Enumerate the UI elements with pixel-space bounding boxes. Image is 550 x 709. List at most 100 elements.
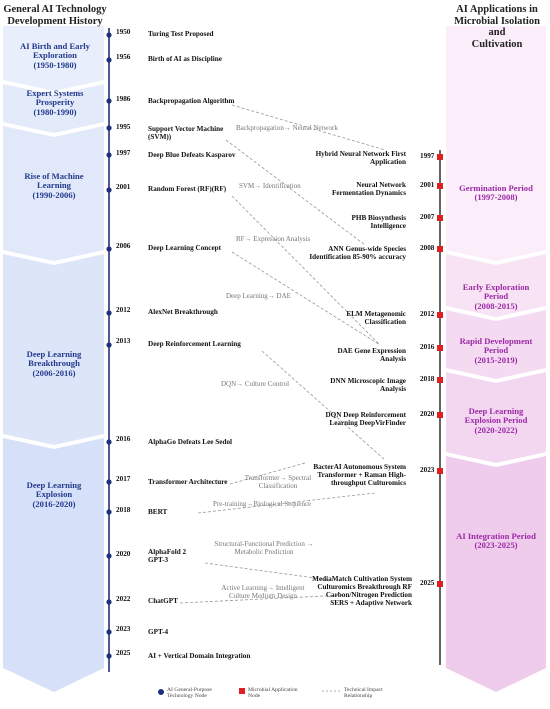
impact-line <box>231 104 386 151</box>
right-period-title: Deep Learning Explosion Period <box>464 406 528 426</box>
ai-node-year: 1956 <box>116 53 131 61</box>
micro-node-marker <box>437 183 443 189</box>
ai-node-year: 1986 <box>116 95 131 103</box>
impact-label: Active Learning→ Intelligent Culture Med… <box>221 584 305 600</box>
ai-node-marker <box>106 439 112 445</box>
left-band-2 <box>3 84 104 133</box>
impact-label: Structural-Functional Prediction → Metab… <box>214 540 314 556</box>
ai-node-label: Support Vector Machine (SVM)) <box>148 125 224 141</box>
right-band-1 <box>446 26 546 261</box>
micro-node-label: ANN Genus-wide Species Identification 85… <box>309 245 406 261</box>
ai-node-marker <box>106 599 112 605</box>
micro-node-year: 1997 <box>420 152 435 160</box>
left-period-range: (1990-2006) <box>32 189 76 200</box>
micro-node-label: PHB Biosynthesis Intelligence <box>351 214 406 230</box>
ai-node-label: BERT <box>148 508 168 516</box>
left-period-title: AI Birth and Early Exploration <box>20 41 90 61</box>
impact-lines <box>179 104 386 604</box>
ai-node-year: 2025 <box>116 649 131 657</box>
right-period-title: Germination Period <box>459 183 533 193</box>
left-header: General AI Technology Development Histor… <box>3 4 107 27</box>
left-header-line: Development History <box>7 15 103 27</box>
right-period-range: (2008-2015) <box>474 300 518 311</box>
ai-node-label: Deep Blue Defeats Kasparov <box>148 151 236 159</box>
impact-label: SVM→ Identification <box>239 182 301 190</box>
ai-node-marker <box>106 342 112 348</box>
impact-line <box>179 594 346 604</box>
ai-node-label: Transformer Architecture <box>148 478 228 486</box>
ai-node-marker <box>106 57 112 63</box>
impact-label: RF→ Expression Analysis <box>236 235 311 243</box>
ai-node-label: ChatGPT <box>148 597 178 605</box>
left-period-range: (1980-1990) <box>33 106 77 117</box>
ai-node-year: 2001 <box>116 183 131 191</box>
right-period-label: AI Integration Period (2023-2025) <box>454 531 538 551</box>
micro-node-label: Hybrid Neural Network First Application <box>315 150 406 166</box>
right-period-label: Deep Learning Explosion Period (2020-202… <box>454 406 538 435</box>
ai-node-year: 2018 <box>116 506 131 514</box>
ai-node-label: Deep Reinforcement Learning <box>148 340 241 348</box>
right-period-range: (2023-2025) <box>474 540 518 551</box>
left-period-label: Rise of Machine Learning (1990-2006) <box>14 171 94 200</box>
ai-node-label: AlphaFold 2 GPT-3 <box>148 548 187 564</box>
ai-node-label: Deep Learning Concept <box>148 244 222 252</box>
micro-node-year: 2023 <box>420 466 435 474</box>
left-period-range: (1950-1980) <box>33 59 77 70</box>
micro-node-markers <box>437 154 443 587</box>
impact-line <box>231 195 381 346</box>
left-band-4 <box>3 254 104 445</box>
ai-node-marker <box>106 629 112 635</box>
ai-node-markers <box>106 32 112 659</box>
left-period-label: Deep Learning Explosion (2016-2020) <box>14 480 94 509</box>
ai-node-marker <box>106 152 112 158</box>
micro-node-marker <box>437 246 443 252</box>
micro-node-year: 2020 <box>420 410 435 418</box>
micro-node-year: 2016 <box>420 343 435 351</box>
micro-node-label: DQN Deep Reinforcement Learning DeepVirF… <box>325 411 406 427</box>
legend-ai-label: AI General-Purpose Technology Node <box>167 687 212 700</box>
left-band-3 <box>3 126 104 261</box>
ai-node-label: Random Forest (RF)(RF) <box>148 185 227 193</box>
left-period-label: Deep Learning Breakthrough (2006-2016) <box>14 349 94 378</box>
ai-node-year: 2013 <box>116 337 131 345</box>
micro-node-year: 2018 <box>420 375 435 383</box>
impact-line <box>204 562 331 581</box>
ai-node-year: 2017 <box>116 475 131 483</box>
ai-node-year: 2023 <box>116 625 131 633</box>
right-band-4 <box>446 372 546 463</box>
micro-node-marker <box>437 345 443 351</box>
left-band-5 <box>3 438 104 692</box>
ai-node-label: AlexNet Breakthrough <box>148 308 218 316</box>
micro-node-year: 2001 <box>420 181 435 189</box>
right-band-3 <box>446 310 546 379</box>
impact-label: Deep Learning→ DAE <box>226 292 291 300</box>
right-period-label: Early Exploration Period (2008-2015) <box>450 282 542 311</box>
micro-node-marker <box>437 412 443 418</box>
impact-label: Pre-training→Biological Sequence <box>213 500 312 508</box>
micro-node-marker <box>437 377 443 383</box>
ai-node-year: 1950 <box>116 28 131 36</box>
left-period-title: Rise of Machine Learning <box>24 171 84 191</box>
ai-node-label: Turing Test Proposed <box>148 30 214 38</box>
impact-line <box>231 251 381 346</box>
ai-node-marker <box>106 32 112 38</box>
micro-node-label: DNN Microscopic Image Analysis <box>330 377 406 393</box>
ai-node-year: 2016 <box>116 435 131 443</box>
right-period-title: Early Exploration Period <box>462 282 530 302</box>
micro-node-marker <box>437 312 443 318</box>
micro-node-label: BacterAI Autonomous System Transformer +… <box>313 463 406 487</box>
ai-node-label: AI + Vertical Domain Integration <box>148 652 251 660</box>
ai-node-marker <box>106 98 112 104</box>
micro-node-label: Neural Network Fermentation Dynamics <box>331 181 406 197</box>
micro-node-marker <box>437 215 443 221</box>
micro-node-marker <box>437 154 443 160</box>
ai-node-marker <box>106 187 112 193</box>
right-period-range: (2020-2022) <box>474 424 518 435</box>
ai-node-marker <box>106 653 112 659</box>
left-period-title: Deep Learning Breakthrough <box>26 349 82 369</box>
legend-ai-marker <box>158 689 164 695</box>
impact-label: DQN→ Culture Control <box>221 380 290 388</box>
micro-node-label: MediaMatch Cultivation System Culturomic… <box>312 575 412 607</box>
